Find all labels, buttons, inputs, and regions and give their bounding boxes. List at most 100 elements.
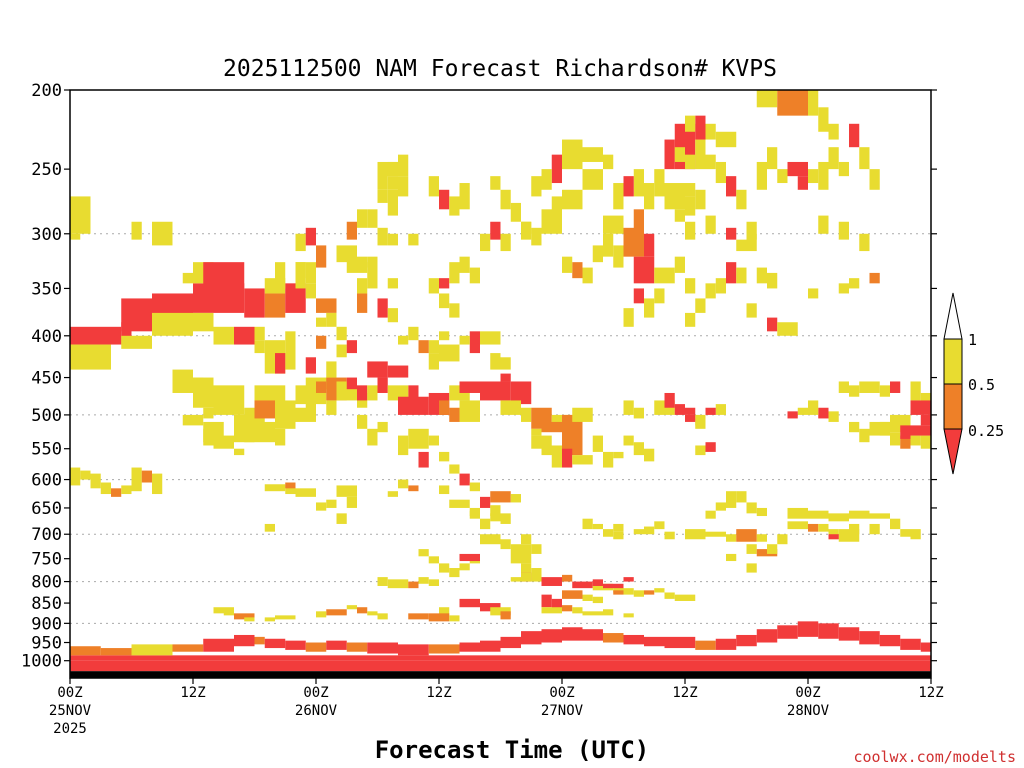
heatmap-cell [756, 90, 778, 108]
heatmap-cell [480, 603, 501, 612]
heatmap-cell [623, 227, 644, 257]
heatmap-cell [459, 553, 480, 562]
heatmap-cell [736, 529, 757, 542]
heatmap-cell [726, 262, 737, 284]
heatmap-cell [715, 161, 726, 184]
heatmap-cell [449, 615, 460, 622]
heatmap-cell [715, 638, 737, 650]
x-tick-label: 00Z [57, 685, 82, 701]
heatmap-cell [346, 642, 368, 652]
heatmap-cell [459, 473, 470, 486]
heatmap-cell [182, 272, 193, 284]
y-tick-label: 550 [31, 440, 62, 460]
heatmap-cell [920, 414, 931, 426]
heatmap-cell [305, 642, 327, 652]
heatmap-cell [244, 288, 265, 318]
heatmap-cell [203, 638, 234, 652]
heatmap-cell [305, 227, 316, 246]
heatmap-cell [510, 494, 521, 503]
heatmap-cell [521, 407, 532, 422]
heatmap-cell [654, 267, 665, 284]
heatmap-cell [275, 262, 286, 289]
chart-title: 2025112500 NAM Forecast Richardson# KVPS [223, 56, 777, 82]
heatmap-cell [305, 283, 316, 299]
heatmap-cell [377, 169, 388, 190]
heatmap-cell [633, 529, 644, 535]
heatmap-cell [346, 496, 357, 508]
heatmap-cell [70, 655, 931, 661]
heatmap-cell [500, 233, 511, 252]
heatmap-cell [521, 631, 542, 645]
heatmap-cell [387, 385, 409, 401]
heatmap-cell [849, 123, 860, 148]
heatmap-cell [685, 154, 696, 170]
heatmap-cell [377, 161, 398, 177]
heatmap-cell [603, 529, 614, 537]
heatmap-cell [336, 344, 347, 358]
heatmap-cell [541, 594, 552, 608]
heatmap-cell [295, 233, 306, 252]
heatmap-cell [152, 473, 163, 495]
heatmap-cell [685, 221, 696, 240]
heatmap-cell [603, 154, 614, 170]
heatmap-cell [746, 502, 757, 514]
heatmap-cell [141, 470, 152, 483]
heatmap-cell [121, 485, 132, 495]
heatmap-cell [203, 428, 214, 446]
heatmap-cell [644, 183, 655, 210]
heatmap-cell [633, 169, 644, 197]
heatmap-cell [193, 414, 204, 426]
heatmap-cell [377, 227, 388, 246]
heatmap-cell [275, 615, 296, 620]
heatmap-cell [234, 448, 245, 456]
heatmap-cell [797, 621, 819, 637]
heatmap-cell [439, 563, 450, 573]
heatmap-cell [910, 381, 921, 401]
heatmap-cell [633, 407, 644, 419]
heatmap-cell [213, 607, 234, 614]
heatmap-cell [715, 502, 726, 511]
heatmap-cell [70, 326, 122, 345]
heatmap-cell [818, 161, 829, 190]
heatmap-cell [531, 568, 542, 578]
heatmap-cell [787, 507, 808, 519]
heatmap-cell [275, 428, 286, 446]
heatmap-cell [726, 176, 737, 197]
credit-link[interactable]: coolwx.com/modelts [853, 748, 1016, 766]
heatmap-cell [756, 534, 767, 542]
x-tick-date: 28NOV [787, 703, 830, 719]
legend-label: 1 [968, 331, 977, 349]
heatmap-cell [531, 435, 552, 449]
heatmap-cell [654, 288, 665, 304]
heatmap-cell [264, 293, 286, 318]
heatmap-cell [398, 154, 409, 177]
heatmap-cell [285, 485, 296, 495]
heatmap-cell [377, 577, 388, 586]
heatmap-cell [70, 671, 931, 678]
heatmap-cell [695, 139, 706, 170]
heatmap-cell [203, 262, 245, 289]
heatmap-cell [695, 445, 706, 456]
heatmap-cell [900, 638, 921, 650]
heatmap-cell [592, 579, 603, 586]
x-tick-date: 27NOV [541, 703, 584, 719]
heatmap-cell [674, 147, 685, 162]
heatmap-cell [859, 428, 870, 443]
heatmap-cell [70, 233, 81, 240]
heatmap-cell [531, 176, 542, 197]
heatmap-cell [664, 139, 675, 170]
heatmap-cell [808, 169, 819, 184]
heatmap-cell [449, 303, 460, 318]
heatmap-cell [715, 131, 737, 148]
y-tick-label: 600 [31, 471, 62, 491]
heatmap-cell [264, 523, 275, 532]
x-axis-title: Forecast Time (UTC) [375, 736, 650, 764]
heatmap-cell [756, 507, 767, 517]
heatmap-cell [623, 634, 644, 645]
y-tick-label: 850 [31, 594, 62, 614]
x-axis: 00Z 25NOV 2025 12Z 00Z 26NOV 12Z 00Z 27NOV 12Z 00Z… [49, 678, 944, 737]
heatmap-cell [449, 499, 470, 508]
heatmap-cell [490, 513, 501, 522]
heatmap-cell [910, 529, 921, 540]
heatmap-cell [418, 577, 429, 584]
